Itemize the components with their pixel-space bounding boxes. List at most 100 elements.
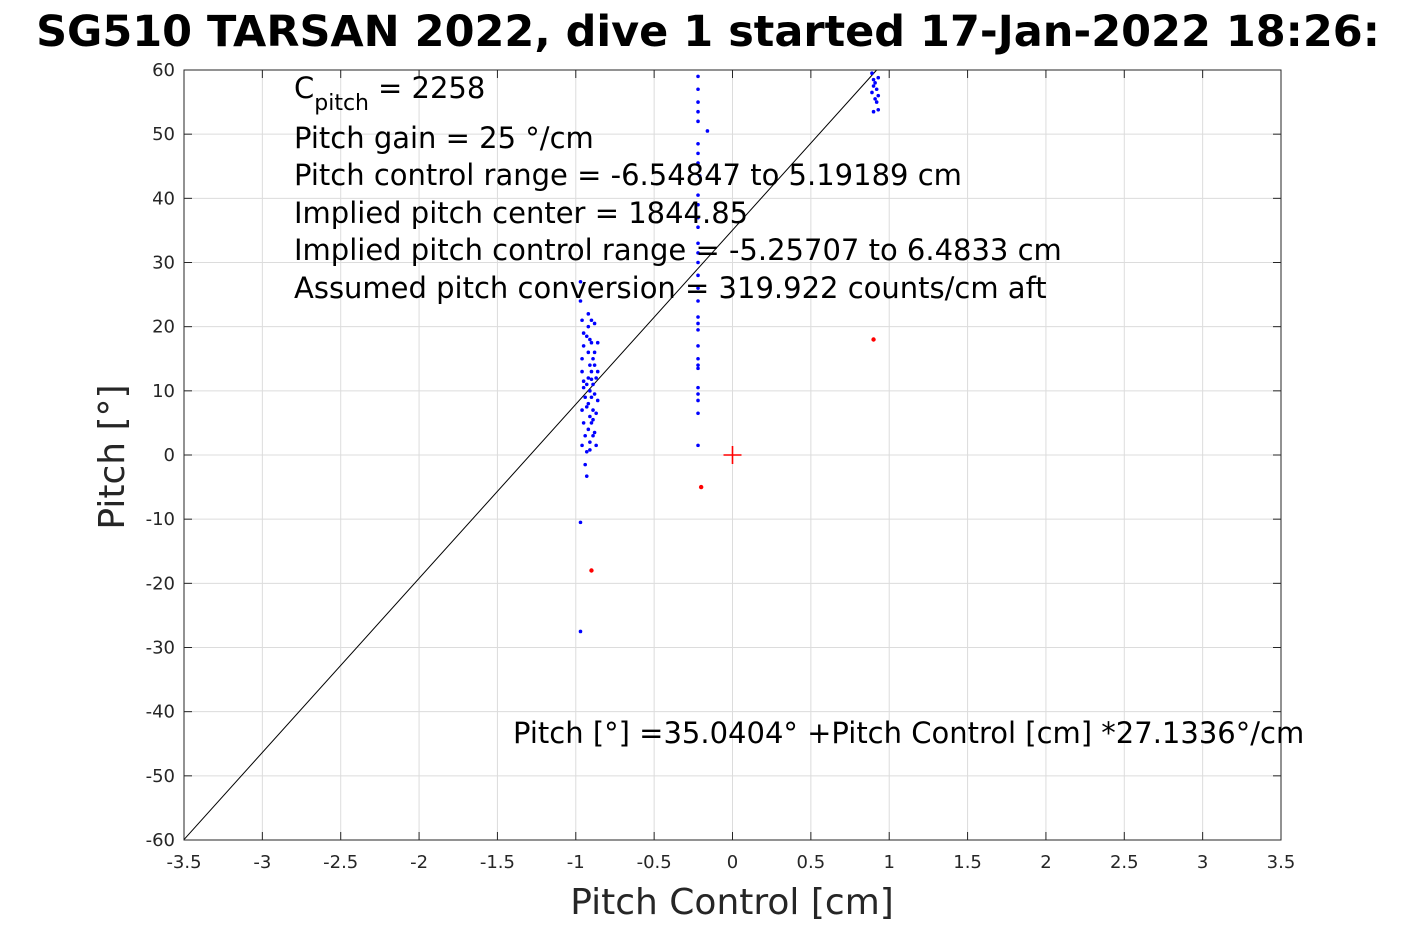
- data-point: [696, 260, 700, 265]
- data-point: [583, 462, 587, 467]
- data-point: [592, 350, 597, 355]
- data-point: [696, 74, 700, 79]
- data-point: [696, 225, 700, 230]
- x-tick-label: -1.5: [480, 852, 515, 873]
- fit-equation-annotation: Pitch [°] =35.0404° +Pitch Control [cm] …: [513, 716, 1304, 750]
- data-point: [595, 369, 600, 374]
- c-pitch-symbol: C: [294, 71, 314, 105]
- data-point: [697, 174, 702, 178]
- excluded-data-point: [698, 484, 704, 490]
- data-point: [580, 318, 584, 323]
- data-point: [584, 334, 589, 339]
- data-point: [588, 389, 592, 393]
- x-tick-label: 2: [1040, 852, 1051, 873]
- x-tick-label: 0: [727, 852, 738, 873]
- data-point: [591, 433, 595, 438]
- data-point: [594, 443, 598, 448]
- data-point: [584, 382, 589, 387]
- excluded-data-point: [589, 568, 594, 573]
- data-point: [696, 100, 700, 104]
- data-point: [591, 382, 595, 387]
- data-point: [581, 344, 586, 348]
- fit-line: [183, 69, 878, 840]
- data-point: [696, 356, 700, 361]
- data-point: [594, 376, 598, 380]
- y-tick-label: 40: [152, 188, 175, 209]
- y-tick-labels: -60 -50 -40 -30 -20 -10 0 10 20 30 40 50 60: [146, 60, 175, 851]
- data-point: [583, 433, 587, 438]
- x-tick-label: 3.5: [1267, 852, 1296, 873]
- data-point: [870, 71, 874, 76]
- x-tick-label: 0.5: [797, 852, 826, 873]
- y-tick-label: 50: [152, 124, 175, 145]
- data-point: [696, 385, 700, 390]
- data-point: [589, 340, 594, 345]
- data-point: [873, 97, 877, 101]
- data-point: [876, 107, 881, 112]
- chart-title: SG510 TARSAN 2022, dive 1 started 17-Jan…: [36, 7, 1380, 57]
- data-point: [696, 321, 700, 326]
- data-point: [592, 392, 597, 396]
- data-point: [696, 366, 700, 371]
- y-tick-label: 0: [164, 445, 175, 466]
- pitch-gain-annotation: Pitch gain = 25 °/cm: [294, 121, 594, 155]
- data-point: [589, 377, 594, 382]
- data-point: [874, 100, 879, 104]
- x-tick-label: 1.5: [953, 852, 982, 873]
- x-tick-label: 1: [883, 852, 894, 873]
- data-point: [696, 286, 700, 290]
- data-point: [874, 87, 879, 92]
- data-point: [592, 430, 597, 435]
- data-point: [696, 328, 700, 332]
- x-tick-label: -2.5: [323, 852, 358, 873]
- data-point: [696, 151, 700, 156]
- data-point: [586, 427, 591, 432]
- c-pitch-value: = 2258: [378, 71, 485, 105]
- data-point: [581, 421, 586, 425]
- data-point: [584, 405, 589, 409]
- data-point: [578, 629, 583, 634]
- data-point: [696, 315, 700, 319]
- x-tick-label: -2: [410, 852, 428, 873]
- y-tick-label: -20: [146, 573, 175, 594]
- data-point: [696, 193, 700, 197]
- data-point: [594, 411, 598, 416]
- data-point: [705, 129, 710, 133]
- y-tick-label: 60: [152, 60, 175, 81]
- implied-center-annotation: Implied pitch center = 1844.85: [294, 196, 748, 230]
- annotation-block: Cpitch = 2258 Pitch gain = 25 °/cm Pitch …: [294, 71, 1062, 305]
- data-point: [586, 312, 591, 316]
- data-point: [696, 398, 700, 403]
- data-point: [595, 340, 600, 345]
- data-point: [581, 379, 586, 384]
- data-point: [586, 401, 591, 406]
- data-point: [696, 161, 700, 165]
- x-tick-label: 2.5: [1110, 852, 1139, 873]
- data-point: [696, 202, 700, 207]
- data-point: [580, 369, 584, 374]
- data-point: [578, 299, 583, 303]
- data-point: [696, 443, 700, 448]
- data-point: [589, 369, 594, 374]
- data-point: [580, 408, 584, 412]
- data-point: [871, 77, 876, 82]
- y-tick-label: -50: [146, 766, 175, 787]
- data-point: [592, 363, 597, 367]
- control-range-annotation: Pitch control range = -6.54847 to 5.1918…: [294, 158, 962, 192]
- data-point: [876, 75, 881, 80]
- data-point: [581, 331, 586, 335]
- data-point: [586, 324, 591, 329]
- data-point: [696, 392, 700, 396]
- data-point: [581, 385, 586, 390]
- center-marker: [723, 446, 742, 464]
- y-tick-label: -60: [146, 830, 175, 851]
- x-tick-labels: -3.5 -3 -2.5 -2 -1.5 -1 -0.5 0 0.5 1 1.5 2 2.5 3 3.5: [166, 852, 1295, 873]
- data-point: [589, 318, 594, 323]
- implied-range-annotation: Implied pitch control range = -5.25707 t…: [294, 233, 1062, 267]
- x-tick-label: -3.5: [166, 852, 201, 873]
- data-point: [586, 376, 591, 380]
- c-pitch-subscript: pitch: [314, 91, 369, 116]
- plot-frame: [183, 69, 1282, 841]
- data-point: [696, 273, 700, 278]
- data-point: [588, 337, 592, 342]
